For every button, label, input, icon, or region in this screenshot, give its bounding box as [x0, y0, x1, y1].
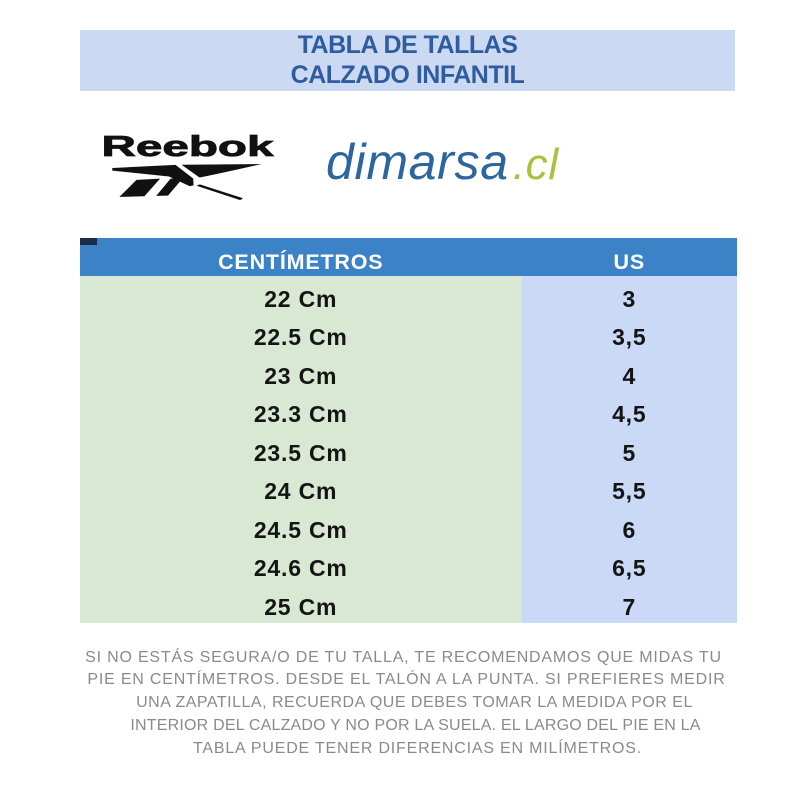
svg-text:Reebok: Reebok	[102, 131, 275, 163]
